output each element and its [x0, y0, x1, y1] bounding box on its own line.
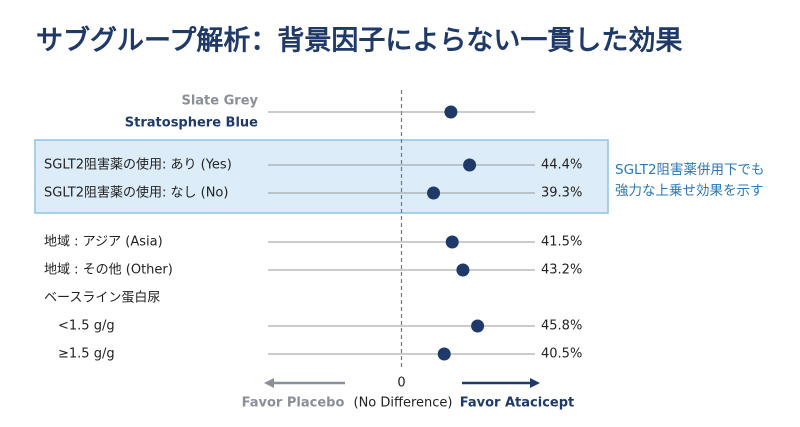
- reference-label: (No Difference): [354, 396, 453, 411]
- favor-left: Favor Placebo: [242, 396, 345, 411]
- row-label: SGLT2阻害薬の使用: なし (No): [44, 185, 228, 201]
- row-label: ≥1.5 g/g: [58, 347, 115, 362]
- row-label: ベースライン蛋白尿: [44, 290, 160, 306]
- arrow-left-head: [264, 378, 274, 388]
- arrow-right-head: [530, 378, 540, 388]
- value-label: 44.4%: [541, 158, 582, 173]
- point: [427, 186, 441, 200]
- point: [445, 235, 459, 249]
- favor-right: Favor Atacicept: [460, 396, 575, 411]
- point: [437, 347, 451, 361]
- series-label: Stratosphere Blue: [125, 116, 258, 131]
- annotation: SGLT2阻害薬併用下でも: [615, 162, 765, 178]
- point: [471, 319, 485, 333]
- row-label: SGLT2阻害薬の使用: あり (Yes): [44, 157, 232, 173]
- value-label: 41.5%: [541, 235, 582, 250]
- row-label: 地域 : その他 (Other): [44, 263, 173, 278]
- point: [463, 158, 477, 172]
- highlight-box: [34, 139, 609, 214]
- row-label: <1.5 g/g: [58, 319, 115, 334]
- point: [456, 263, 470, 277]
- row-label: 地域 : アジア (Asia): [44, 235, 163, 250]
- value-label: 43.2%: [541, 263, 582, 278]
- title: サブグループ解析：背景因子によらない一貫した効果: [36, 25, 682, 57]
- point: [444, 105, 458, 119]
- series-label: Slate Grey: [181, 94, 258, 109]
- annotation: 強力な上乗せ効果を示す: [615, 183, 764, 199]
- value-label: 39.3%: [541, 186, 582, 201]
- value-label: 45.8%: [541, 319, 582, 334]
- x-tick-label: 0: [397, 376, 405, 391]
- value-label: 40.5%: [541, 347, 582, 362]
